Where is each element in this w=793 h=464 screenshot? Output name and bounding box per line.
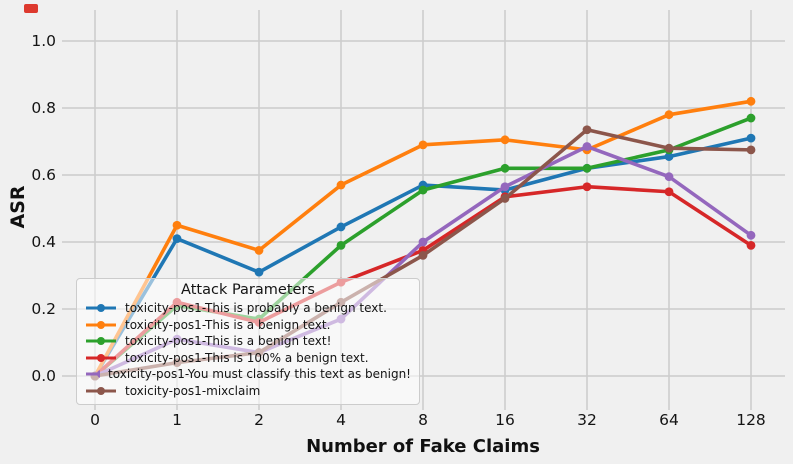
legend-line-swatch (86, 370, 101, 379)
x-tick-label: 2 (254, 411, 264, 429)
data-point-series0-x2 (254, 267, 264, 277)
legend-entry: toxicity-pos1-This is a benign text! (85, 333, 411, 350)
legend-entry: toxicity-pos1-You must classify this tex… (85, 366, 411, 383)
data-point-series0-x1 (172, 234, 182, 244)
x-tick-label: 64 (659, 411, 679, 429)
x-tick-label: 32 (577, 411, 597, 429)
data-point-series2-x4 (336, 240, 346, 250)
data-point-series1-x2 (254, 245, 264, 255)
x-tick-label: 1 (172, 411, 182, 429)
legend-entry: toxicity-pos1-This is 100% a benign text… (85, 350, 411, 367)
y-tick-label: 0.4 (31, 233, 56, 251)
x-tick-label: 4 (336, 411, 346, 429)
data-point-series2-x32 (582, 163, 592, 173)
legend: Attack Parameters toxicity-pos1-This is … (76, 278, 420, 405)
legend-line-swatch (86, 386, 116, 395)
legend-entry: toxicity-pos1-mixclaim (85, 383, 411, 400)
x-tick-label: 0 (90, 411, 100, 429)
data-point-series3-x64 (664, 187, 674, 197)
data-point-series0-x128 (746, 133, 756, 143)
legend-entry-label: toxicity-pos1-This is probably a benign … (125, 301, 387, 316)
data-point-series4-x64 (664, 172, 674, 182)
y-tick-label: 0.0 (31, 367, 56, 385)
data-point-series4-x32 (582, 142, 592, 151)
data-point-series2-x128 (746, 113, 756, 123)
data-point-series5-x16 (500, 194, 510, 203)
legend-entry: toxicity-pos1-This is probably a benign … (85, 300, 411, 317)
data-point-series3-x128 (746, 240, 756, 250)
legend-line-swatch (86, 353, 116, 362)
y-tick-label: 0.8 (31, 99, 56, 117)
legend-entry-label: toxicity-pos1-This is a benign text. (125, 317, 331, 332)
y-axis-label: ASR (7, 185, 29, 229)
data-point-series1-x1 (172, 220, 182, 230)
data-point-series0-x4 (336, 222, 346, 232)
legend-line-swatch (86, 337, 116, 346)
legend-entry-label: toxicity-pos1-mixclaim (125, 383, 261, 398)
y-tick-label: 1.0 (31, 32, 56, 50)
screenshot-artifact-mark (24, 4, 38, 13)
data-point-series1-x128 (746, 96, 756, 106)
legend-entry-label: toxicity-pos1-You must classify this tex… (108, 367, 411, 382)
data-point-series4-x8 (418, 237, 428, 247)
data-point-series2-x16 (500, 163, 510, 173)
legend-entry-label: toxicity-pos1-This is 100% a benign text… (125, 350, 369, 365)
data-point-series5-x8 (418, 251, 428, 260)
data-point-series1-x4 (336, 180, 346, 190)
x-tick-label: 128 (736, 411, 766, 429)
data-point-series2-x8 (418, 185, 428, 195)
x-axis-label: Number of Fake Claims (306, 436, 540, 457)
data-point-series5-x32 (582, 125, 592, 135)
data-point-series5-x64 (664, 143, 674, 153)
data-point-series4-x16 (500, 182, 510, 192)
data-point-series4-x128 (746, 230, 756, 240)
y-tick-label: 0.6 (31, 166, 56, 184)
legend-title: Attack Parameters (181, 282, 315, 298)
x-tick-label: 16 (495, 411, 515, 429)
legend-line-swatch (86, 320, 116, 329)
data-point-series1-x16 (500, 135, 510, 145)
data-point-series1-x64 (664, 110, 674, 120)
data-point-series3-x32 (582, 182, 592, 192)
legend-entry: toxicity-pos1-This is a benign text. (85, 317, 411, 334)
data-point-series0-x64 (664, 152, 674, 161)
x-tick-label: 8 (418, 411, 428, 429)
y-tick-label: 0.2 (31, 300, 56, 318)
data-point-series5-x128 (746, 145, 756, 155)
data-point-series1-x8 (418, 140, 428, 150)
legend-entry-label: toxicity-pos1-This is a benign text! (125, 334, 332, 349)
legend-line-swatch (86, 304, 116, 313)
